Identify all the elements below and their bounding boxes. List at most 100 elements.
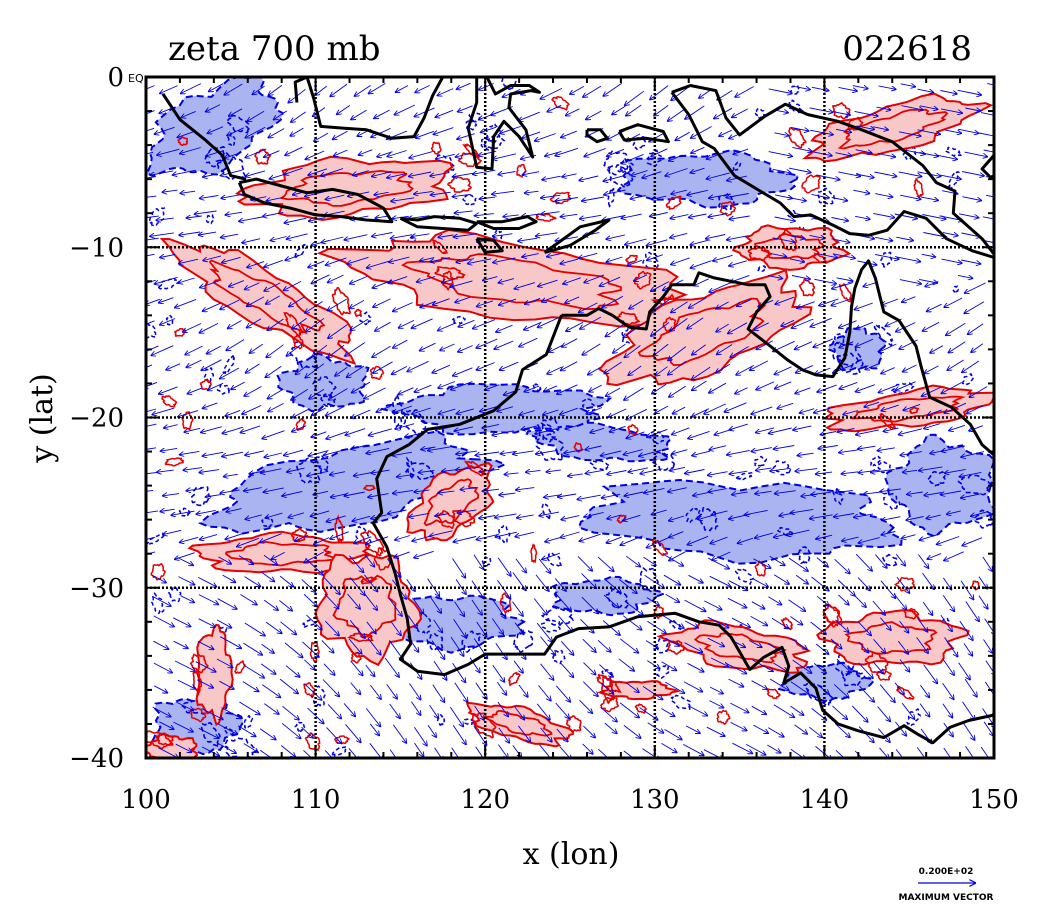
y-tick-label: −20 (69, 404, 124, 434)
wind-vector (875, 554, 886, 568)
wind-vector (980, 112, 994, 116)
wind-vector (717, 344, 733, 355)
wind-vector (415, 384, 432, 392)
wind-vector (709, 382, 727, 393)
wind-vector (962, 196, 981, 201)
wind-vector (221, 233, 239, 237)
wind-vector (944, 402, 967, 413)
wind-vector (584, 147, 606, 156)
wind-vector (479, 469, 500, 471)
wind-vector (600, 276, 621, 286)
wind-vector (899, 428, 923, 435)
wind-vector (971, 343, 984, 352)
positive-contour (164, 457, 185, 467)
wind-vector (864, 401, 880, 407)
wind-vector (350, 276, 368, 284)
wind-vector (726, 193, 749, 198)
wind-vector (417, 276, 436, 282)
wind-vector (978, 132, 994, 137)
wind-vector (864, 492, 881, 494)
wind-vector (834, 513, 855, 517)
wind-vector (455, 296, 471, 302)
wind-vector (588, 367, 601, 374)
wind-vector (871, 468, 895, 472)
wind-vector (231, 381, 245, 389)
wind-vector (768, 88, 792, 94)
wind-vector (810, 514, 833, 519)
wind-vector (579, 175, 599, 180)
wind-vector (220, 299, 240, 309)
wind-vector (630, 195, 646, 199)
wind-vector (209, 83, 224, 92)
wind-vector (245, 450, 265, 455)
x-tick-label: 110 (291, 785, 341, 815)
wind-vector (171, 510, 195, 515)
wind-vector (455, 211, 473, 213)
wind-vector (735, 86, 754, 97)
negative-region (551, 575, 667, 617)
wind-vector (326, 431, 348, 439)
wind-vector (939, 174, 961, 179)
wind-vector (150, 170, 174, 175)
wind-vector (229, 108, 243, 116)
map-title: zeta 700 mb (168, 29, 380, 69)
wind-vector (964, 301, 985, 314)
y-tick-label: 0 (107, 63, 124, 93)
wind-vector (326, 194, 345, 199)
wind-vector (944, 297, 963, 307)
wind-vector (218, 556, 231, 564)
wind-vector (374, 192, 389, 195)
positive-contour (778, 229, 798, 252)
wind-vector (745, 509, 768, 515)
positive-region (316, 228, 699, 328)
negative-contour (545, 551, 563, 567)
wind-vector (387, 150, 407, 157)
wind-vector (922, 214, 945, 220)
wind-vector (899, 279, 921, 284)
wind-vector (957, 89, 981, 95)
wind-vector (284, 217, 307, 223)
negative-contour (669, 694, 692, 710)
wind-vector (626, 408, 647, 419)
wind-vector (496, 531, 517, 537)
wind-vector (839, 450, 858, 453)
negative-contour (485, 122, 501, 144)
wind-vector (284, 167, 303, 174)
wind-vector (692, 450, 711, 456)
wind-vector (197, 509, 216, 514)
wind-vector (558, 493, 577, 497)
wind-vector (881, 531, 896, 535)
wind-vector (602, 295, 624, 307)
wind-vector (228, 320, 242, 329)
wind-vector (199, 469, 220, 473)
positive-contour (353, 308, 362, 318)
negative-contour (216, 383, 231, 395)
negative-contour (223, 737, 258, 758)
wind-vector (224, 83, 243, 95)
vector-legend: 0.200E+02 MAXIMUM VECTOR (898, 867, 993, 903)
wind-vector (305, 301, 323, 313)
positive-contour (637, 297, 767, 367)
wind-vector (724, 402, 747, 412)
wind-vector (710, 536, 728, 543)
wind-vector (737, 298, 752, 306)
wind-vector (352, 381, 371, 393)
x-tick-label: 130 (630, 785, 680, 815)
wind-vector (579, 302, 598, 313)
wind-vector (769, 427, 792, 433)
wind-vector (483, 276, 498, 281)
wind-vector (754, 322, 769, 330)
wind-vector (453, 195, 470, 197)
wind-vector (770, 253, 786, 257)
wind-vector (843, 410, 859, 415)
wind-vector (419, 471, 435, 473)
positive-contour (471, 712, 497, 739)
wind-vector (493, 257, 516, 263)
wind-vector (453, 536, 477, 542)
wind-vector (753, 558, 771, 568)
wind-vector (628, 467, 648, 472)
wind-vector (159, 107, 174, 114)
wind-vector (296, 365, 308, 374)
wind-vector (919, 278, 937, 283)
wind-vector (768, 151, 792, 157)
